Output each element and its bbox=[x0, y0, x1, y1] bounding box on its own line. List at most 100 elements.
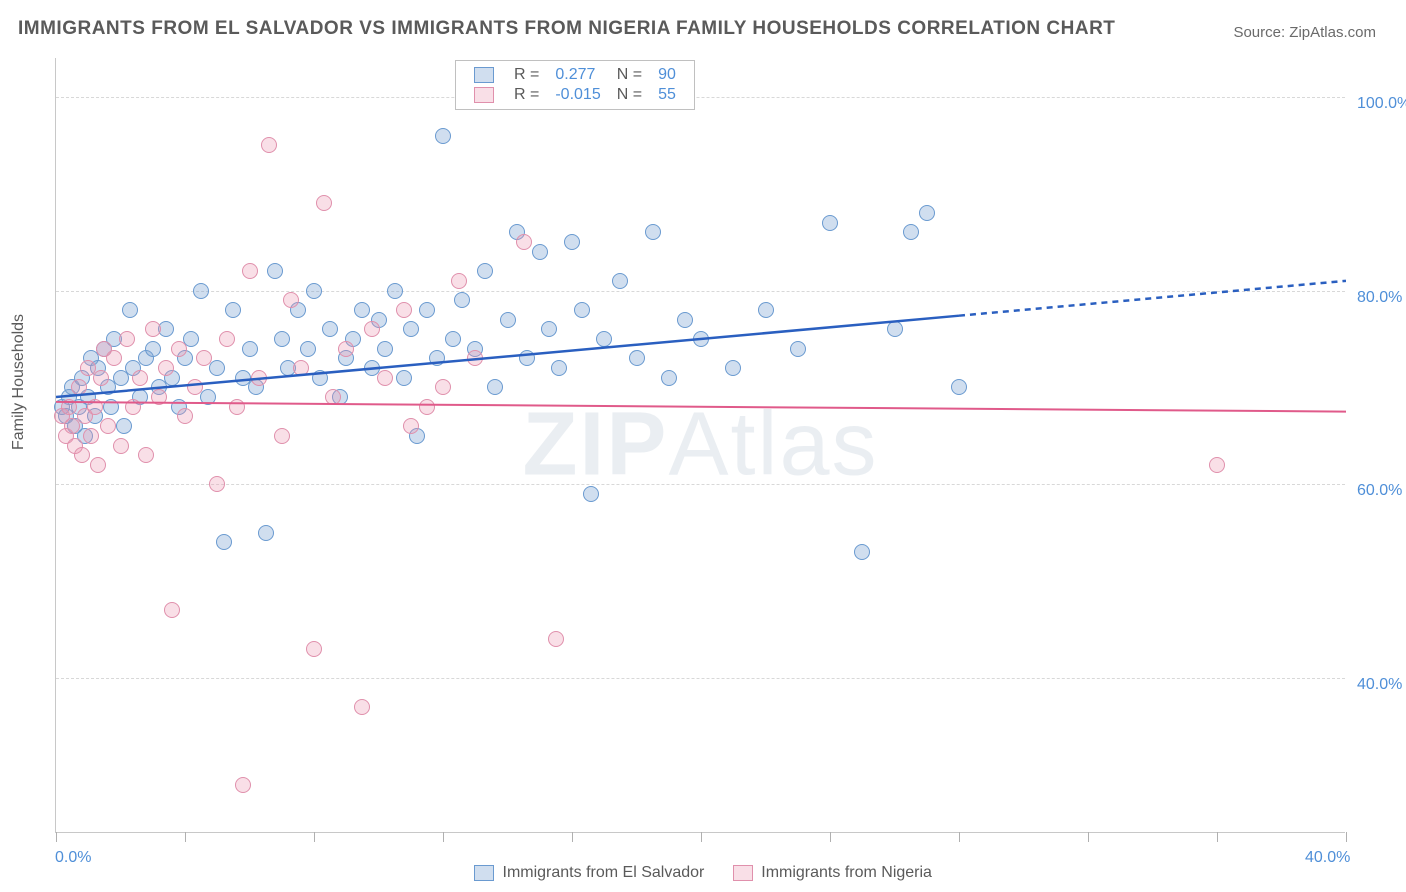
data-point bbox=[306, 641, 322, 657]
data-point bbox=[132, 370, 148, 386]
data-point bbox=[532, 244, 548, 260]
r-value-b: -0.015 bbox=[547, 85, 608, 105]
data-point bbox=[83, 428, 99, 444]
data-point bbox=[187, 379, 203, 395]
data-point bbox=[242, 341, 258, 357]
y-tick-label: 40.0% bbox=[1357, 676, 1402, 694]
r-label: R = bbox=[506, 85, 547, 105]
legend-item-nigeria: Immigrants from Nigeria bbox=[733, 864, 932, 882]
data-point bbox=[551, 360, 567, 376]
swatch-pink-icon bbox=[474, 87, 494, 103]
data-point bbox=[677, 312, 693, 328]
data-point bbox=[583, 486, 599, 502]
data-point bbox=[103, 399, 119, 415]
data-point bbox=[251, 370, 267, 386]
watermark-zip: ZIP bbox=[522, 395, 668, 495]
data-point bbox=[90, 457, 106, 473]
swatch-blue-icon bbox=[474, 67, 494, 83]
n-value-a: 90 bbox=[650, 65, 684, 85]
x-tick bbox=[1217, 832, 1218, 842]
data-point bbox=[209, 476, 225, 492]
data-point bbox=[274, 331, 290, 347]
n-label: N = bbox=[609, 65, 650, 85]
grid-line bbox=[56, 484, 1345, 485]
data-point bbox=[113, 438, 129, 454]
data-point bbox=[354, 699, 370, 715]
data-point bbox=[293, 360, 309, 376]
data-point bbox=[451, 273, 467, 289]
data-point bbox=[274, 428, 290, 444]
data-point bbox=[364, 321, 380, 337]
swatch-pink-icon bbox=[733, 865, 753, 881]
data-point bbox=[200, 389, 216, 405]
data-point bbox=[87, 399, 103, 415]
data-point bbox=[454, 292, 470, 308]
data-point bbox=[229, 399, 245, 415]
data-point bbox=[645, 224, 661, 240]
legend-row-el-salvador: R = 0.277 N = 90 bbox=[466, 65, 684, 85]
data-point bbox=[951, 379, 967, 395]
data-point bbox=[122, 302, 138, 318]
data-point bbox=[516, 234, 532, 250]
data-point bbox=[209, 360, 225, 376]
x-tick bbox=[701, 832, 702, 842]
data-point bbox=[419, 399, 435, 415]
legend-label-a: Immigrants from El Salvador bbox=[503, 864, 705, 881]
data-point bbox=[467, 350, 483, 366]
data-point bbox=[261, 137, 277, 153]
data-point bbox=[125, 399, 141, 415]
data-point bbox=[193, 283, 209, 299]
y-tick-label: 100.0% bbox=[1357, 95, 1406, 113]
data-point bbox=[325, 389, 341, 405]
data-point bbox=[477, 263, 493, 279]
data-point bbox=[312, 370, 328, 386]
data-point bbox=[629, 350, 645, 366]
data-point bbox=[429, 350, 445, 366]
data-point bbox=[283, 292, 299, 308]
data-point bbox=[267, 263, 283, 279]
plot-area: ZIPAtlas bbox=[55, 58, 1345, 833]
x-tick bbox=[1088, 832, 1089, 842]
data-point bbox=[116, 418, 132, 434]
data-point bbox=[219, 331, 235, 347]
data-point bbox=[574, 302, 590, 318]
x-tick bbox=[830, 832, 831, 842]
data-point bbox=[612, 273, 628, 289]
data-point bbox=[919, 205, 935, 221]
data-point bbox=[158, 360, 174, 376]
data-point bbox=[435, 128, 451, 144]
data-point bbox=[519, 350, 535, 366]
data-point bbox=[548, 631, 564, 647]
data-point bbox=[74, 447, 90, 463]
data-point bbox=[377, 341, 393, 357]
data-point bbox=[151, 389, 167, 405]
data-point bbox=[1209, 457, 1225, 473]
data-point bbox=[564, 234, 580, 250]
data-point bbox=[71, 379, 87, 395]
data-point bbox=[119, 331, 135, 347]
chart-title: IMMIGRANTS FROM EL SALVADOR VS IMMIGRANT… bbox=[18, 18, 1115, 40]
grid-line bbox=[56, 291, 1345, 292]
data-point bbox=[106, 350, 122, 366]
data-point bbox=[216, 534, 232, 550]
data-point bbox=[725, 360, 741, 376]
watermark: ZIPAtlas bbox=[522, 394, 878, 497]
x-tick bbox=[56, 832, 57, 842]
x-tick bbox=[185, 832, 186, 842]
series-legend: Immigrants from El Salvador Immigrants f… bbox=[0, 864, 1406, 882]
data-point bbox=[541, 321, 557, 337]
x-tick bbox=[443, 832, 444, 842]
data-point bbox=[338, 341, 354, 357]
watermark-atlas: Atlas bbox=[668, 395, 878, 495]
data-point bbox=[145, 321, 161, 337]
data-point bbox=[322, 321, 338, 337]
data-point bbox=[419, 302, 435, 318]
data-point bbox=[445, 331, 461, 347]
data-point bbox=[822, 215, 838, 231]
data-point bbox=[396, 302, 412, 318]
x-tick bbox=[572, 832, 573, 842]
data-point bbox=[235, 777, 251, 793]
swatch-blue-icon bbox=[474, 865, 494, 881]
y-tick-label: 60.0% bbox=[1357, 482, 1402, 500]
data-point bbox=[435, 379, 451, 395]
